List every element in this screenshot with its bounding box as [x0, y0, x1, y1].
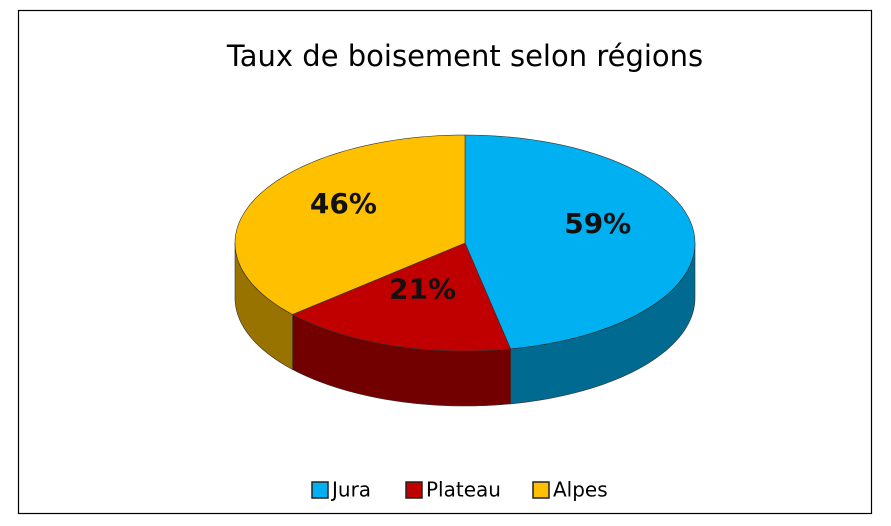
legend-swatch [532, 481, 550, 499]
legend-label: Alpes [553, 478, 608, 502]
legend-swatch [405, 481, 423, 499]
data-label: 21% [389, 272, 456, 305]
slice [234, 134, 466, 315]
legend-swatch [311, 481, 329, 499]
legend-label: Jura [330, 478, 371, 502]
data-label: 46% [310, 187, 377, 220]
legend-label: Plateau [426, 478, 501, 502]
slice [464, 134, 696, 350]
data-label: 59% [564, 207, 631, 240]
chart-title: Taux de boisement selon régions [226, 39, 703, 73]
slice [291, 242, 512, 352]
